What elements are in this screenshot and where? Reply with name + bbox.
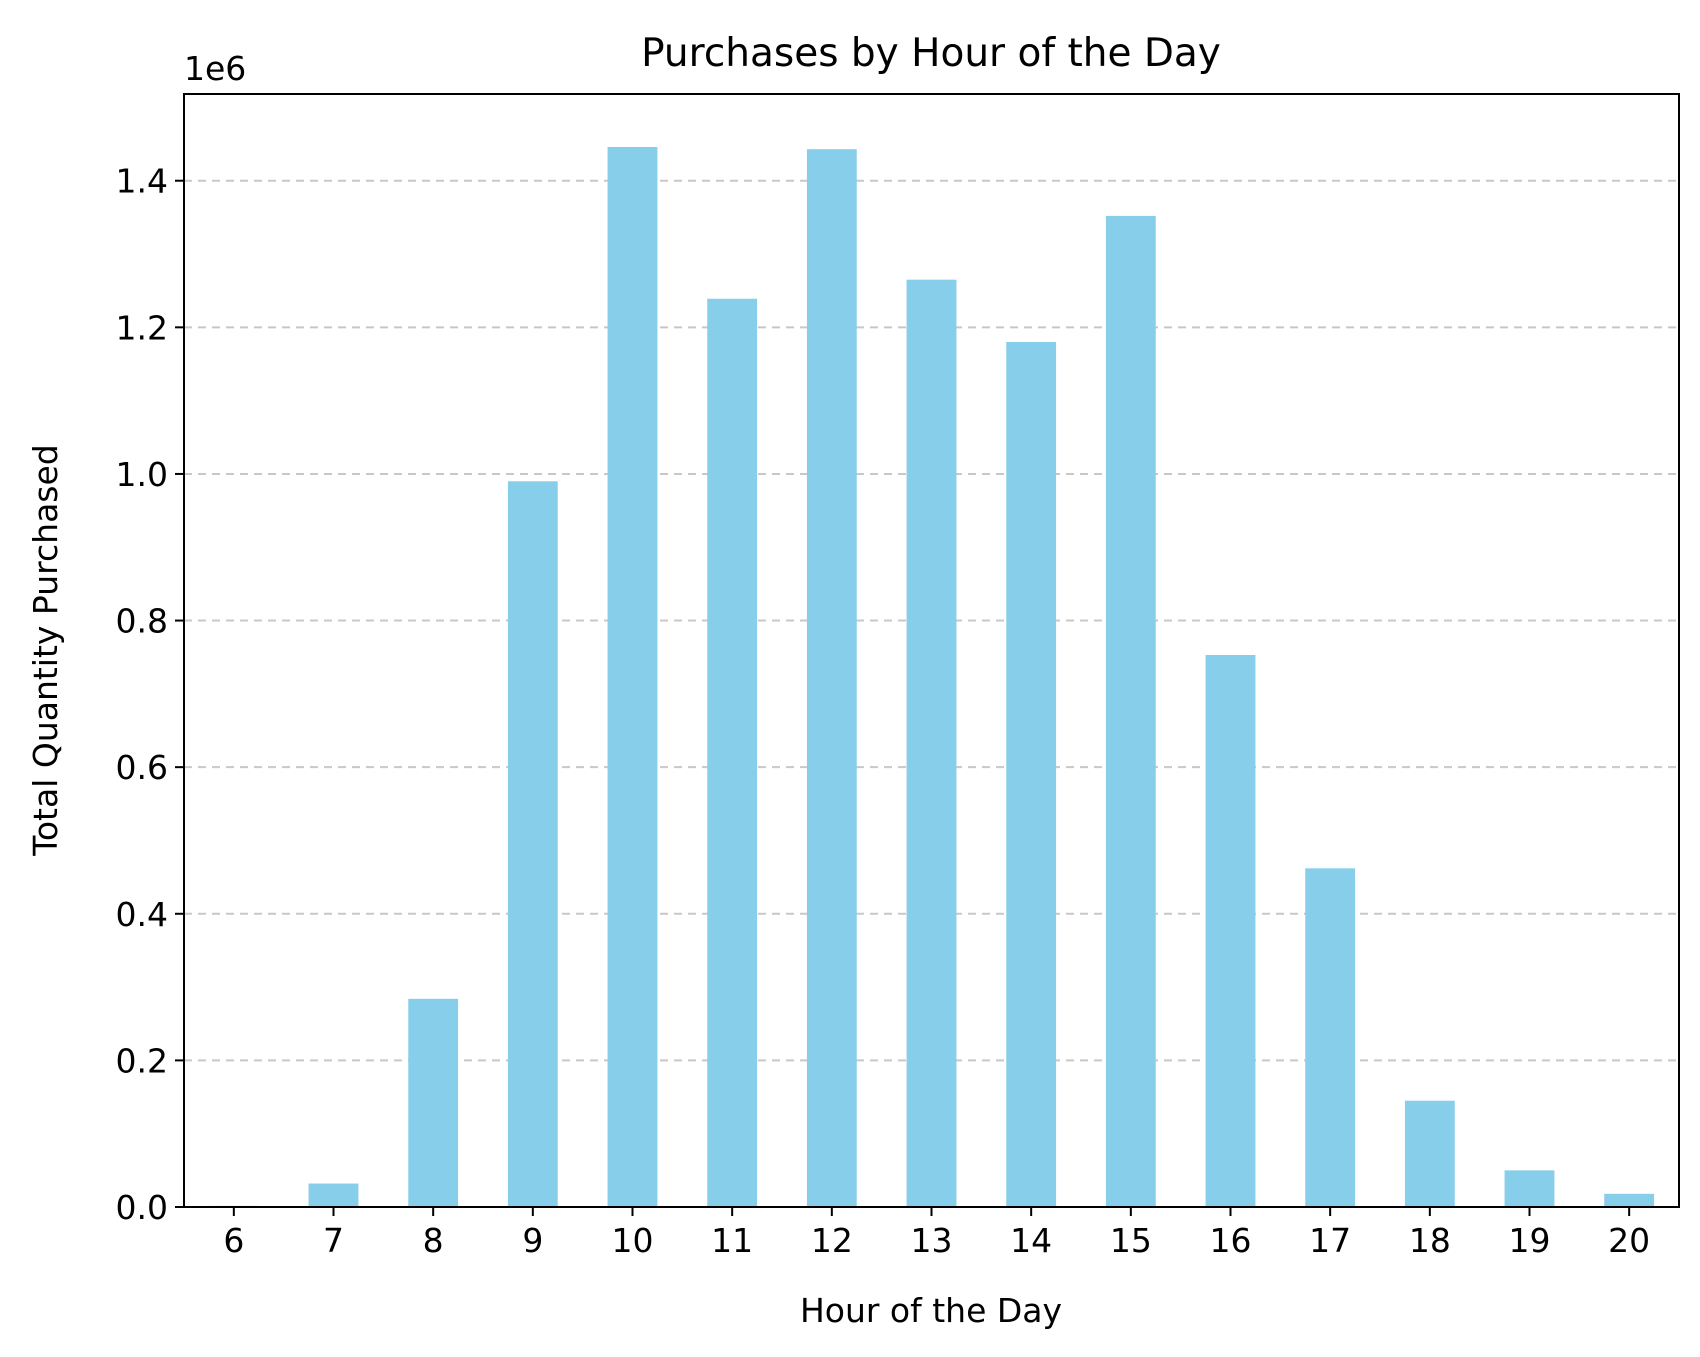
- x-tick-label: 11: [711, 1221, 753, 1260]
- x-tick-label: 6: [223, 1221, 244, 1260]
- y-offset-label: 1e6: [184, 49, 246, 88]
- x-tick-label: 9: [522, 1221, 543, 1260]
- bar-hour-12: [806, 149, 857, 1207]
- tick-layer: 0.0 0.2 0.4 0.6 0.8 1.0 1.2 1.4 6 7 8 9 10 11 12 13 14 15…: [116, 162, 1651, 1260]
- y-tick-label: 0.2: [116, 1041, 168, 1080]
- x-tick-label: 8: [423, 1221, 444, 1260]
- bar-hour-7: [308, 1183, 359, 1207]
- bar-hour-17: [1305, 868, 1356, 1207]
- bar-hour-9: [507, 481, 558, 1207]
- y-tick-label: 0.0: [116, 1188, 168, 1227]
- x-tick-label: 10: [612, 1221, 654, 1260]
- bar-hour-16: [1205, 655, 1256, 1207]
- bar-hour-18: [1404, 1100, 1455, 1207]
- y-tick-label: 1.0: [116, 455, 168, 494]
- x-tick-label: 14: [1010, 1221, 1052, 1260]
- x-tick-label: 18: [1409, 1221, 1451, 1260]
- x-tick-label: 13: [911, 1221, 953, 1260]
- x-tick-label: 15: [1110, 1221, 1152, 1260]
- bar-layer: [208, 147, 1655, 1208]
- y-tick-label: 1.4: [116, 162, 168, 201]
- y-tick-label: 0.6: [116, 748, 168, 787]
- y-tick-label: 0.8: [116, 602, 168, 641]
- bar-hour-10: [607, 147, 658, 1207]
- x-tick-label: 17: [1309, 1221, 1351, 1260]
- x-tick-label: 19: [1509, 1221, 1551, 1260]
- x-axis-label: Hour of the Day: [800, 1291, 1062, 1330]
- y-tick-label: 1.2: [116, 308, 168, 347]
- bar-hour-19: [1504, 1170, 1555, 1207]
- x-tick-label: 12: [811, 1221, 853, 1260]
- y-tick-label: 0.4: [116, 895, 168, 934]
- bar-hour-11: [707, 298, 758, 1207]
- y-axis-label: Total Quantity Purchased: [26, 444, 65, 856]
- x-tick-label: 7: [323, 1221, 344, 1260]
- x-tick-label: 20: [1608, 1221, 1650, 1260]
- bar-hour-15: [1105, 215, 1156, 1207]
- chart-title: Purchases by Hour of the Day: [641, 31, 1221, 76]
- bar-hour-20: [1604, 1193, 1655, 1207]
- x-tick-label: 16: [1210, 1221, 1252, 1260]
- bar-hour-8: [408, 998, 459, 1207]
- bar-hour-14: [1006, 341, 1057, 1208]
- bar-hour-13: [906, 279, 957, 1208]
